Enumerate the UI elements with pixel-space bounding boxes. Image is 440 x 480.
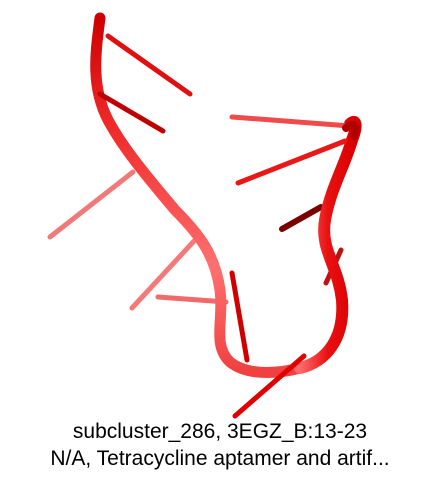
base-stick <box>105 33 193 97</box>
caption-line-description: N/A, Tetracycline aptamer and artif... <box>50 447 390 470</box>
base-stick <box>155 294 229 305</box>
backbone-highlight <box>342 121 360 140</box>
backbone-strand-3prime <box>294 115 362 374</box>
base-stick <box>235 138 348 186</box>
base-stick <box>47 169 136 240</box>
base-stick <box>232 353 307 419</box>
base-stick <box>229 114 353 129</box>
base-stick <box>279 204 324 232</box>
base-sticks-far <box>47 169 344 311</box>
figure-caption: subcluster_286, 3EGZ_B:13-23 N/A, Tetrac… <box>0 418 440 472</box>
backbone-strand-5prime <box>90 12 306 378</box>
base-stick <box>97 91 166 134</box>
molecule-render <box>47 12 362 419</box>
base-stick <box>229 270 250 363</box>
base-sticks-near <box>97 33 353 419</box>
base-stick <box>129 237 198 311</box>
caption-line-identifier: subcluster_286, 3EGZ_B:13-23 <box>72 420 368 443</box>
rna-cartoon <box>47 12 362 419</box>
